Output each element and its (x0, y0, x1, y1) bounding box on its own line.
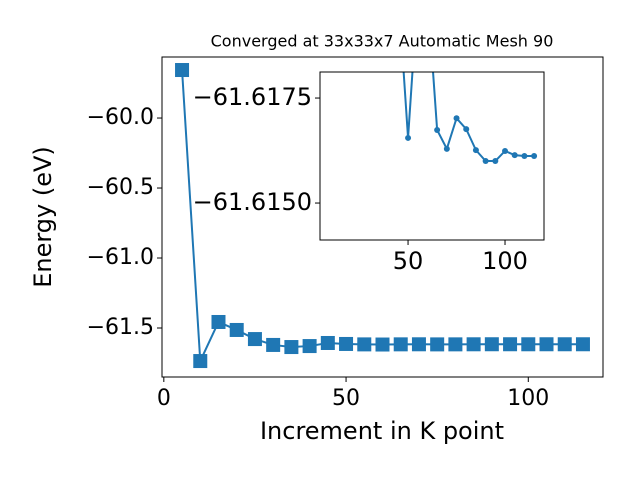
x-axis-label: Increment in K point (260, 417, 504, 445)
marker (448, 337, 463, 352)
x-tick-label: 0 (157, 386, 171, 411)
marker (229, 322, 244, 337)
plot-group (402, 72, 538, 165)
marker (193, 354, 208, 369)
y-tick-label: −60.0 (87, 105, 154, 130)
marker (521, 153, 528, 159)
marker (430, 337, 445, 352)
marker (575, 337, 590, 352)
y-tick-label: −61.0 (87, 245, 154, 270)
y-tick-label: −60.5 (87, 175, 154, 200)
marker (357, 337, 372, 352)
marker (411, 337, 426, 352)
marker (503, 337, 518, 352)
chart-title: Converged at 33x33x7 Automatic Mesh 90 (211, 32, 554, 51)
y-tick-label: −61.6150 (193, 188, 312, 216)
marker (472, 147, 479, 154)
plot-area (320, 72, 544, 240)
marker (302, 339, 317, 354)
marker (211, 314, 226, 329)
x-tick-label: 100 (507, 386, 549, 411)
marker (247, 332, 262, 347)
marker (539, 337, 554, 352)
marker (393, 337, 408, 352)
marker (320, 335, 335, 350)
x-tick-label: 100 (482, 247, 528, 275)
marker (484, 337, 499, 352)
marker (266, 337, 281, 352)
marker (521, 337, 536, 352)
plot-group (175, 63, 590, 369)
marker (531, 153, 538, 159)
y-axis-label: Energy (eV) (29, 146, 57, 288)
marker (453, 115, 460, 122)
marker (443, 145, 450, 152)
marker (405, 134, 412, 141)
y-tick-label: −61.5 (87, 315, 154, 340)
marker (463, 126, 470, 133)
x-tick-label: 50 (393, 247, 424, 275)
x-tick-label: 50 (332, 386, 360, 411)
marker (466, 337, 481, 352)
axes-frame (161, 56, 604, 378)
marker (375, 337, 390, 352)
marker (492, 158, 499, 165)
marker (557, 337, 572, 352)
marker (434, 126, 441, 133)
marker (482, 158, 489, 165)
marker (175, 63, 190, 78)
marker (339, 336, 354, 351)
marker (511, 152, 518, 159)
marker (284, 340, 299, 355)
y-tick-label: −61.6175 (193, 83, 312, 111)
axes-frame (319, 71, 545, 241)
marker (502, 147, 509, 154)
